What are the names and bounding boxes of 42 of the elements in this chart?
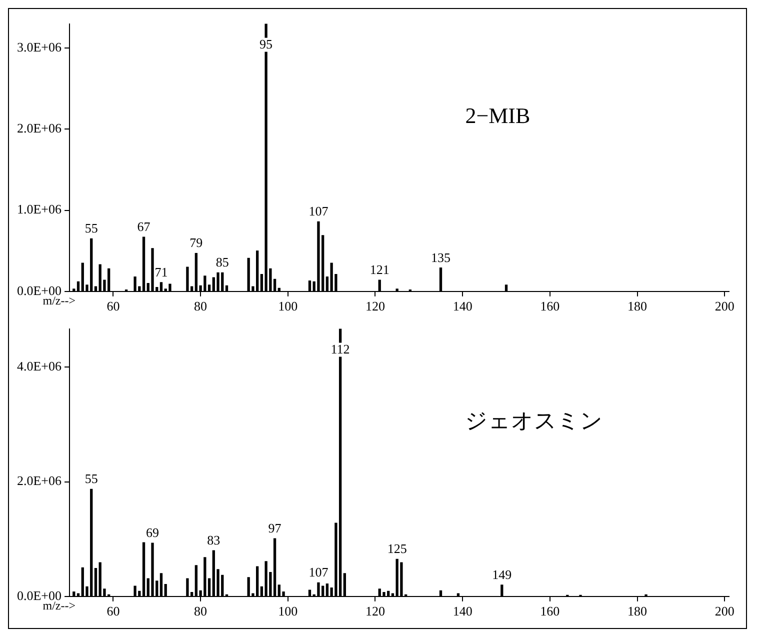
x-tick-label: 160 [540,604,560,619]
annotation: 79 [190,235,203,250]
y-tick-label: 2.0E+06 [16,120,62,136]
x-tick-label: 140 [452,604,472,619]
x-tick-label: 100 [278,604,298,619]
x-tick-label: 160 [540,298,560,314]
y-tick-label: 3.0E+06 [16,40,62,55]
annotation: 85 [216,254,229,270]
x-tick-label: 60 [106,604,120,619]
y-tick-label: 2.0E+06 [16,473,62,488]
annotation: 149 [492,566,512,582]
x-tick-label: 120 [365,298,385,314]
x-tick-label: 80 [194,604,208,619]
annotation: 2−MIB [465,103,530,128]
annotation: 112 [330,342,350,357]
annotation: 95 [260,36,273,52]
y-tick-label: 4.0E+06 [16,358,62,374]
x-tick-label: 120 [365,604,385,619]
x-tick-label: 200 [714,298,734,314]
y-tick-label: 0.0E+00 [16,282,62,298]
x-tick-label: 200 [714,604,734,619]
annotation: 135 [431,250,450,265]
x-tick-label: 80 [194,298,208,314]
x-tick-label: 180 [628,604,648,619]
annotation: ジェオスミン [465,408,604,434]
annotation: 107 [308,204,329,219]
annotation: 69 [146,525,160,540]
annotation: 125 [387,541,407,556]
annotation: 55 [84,220,98,236]
y-tick-label: 1.0E+06 [16,202,62,217]
annotation: 83 [207,532,220,548]
x-tick-label: 180 [628,298,648,314]
annotation: 121 [370,262,390,277]
annotation: 97 [268,520,282,536]
annotation: 55 [84,471,98,486]
x-tick-label: 100 [278,298,298,314]
x-tick-label: 140 [452,298,472,314]
annotation: 67 [137,218,151,234]
annotation: 107 [308,564,329,580]
annotation: 71 [154,264,168,280]
y-tick-label: 0.0E+00 [16,588,62,603]
x-tick-label: 60 [106,298,120,314]
